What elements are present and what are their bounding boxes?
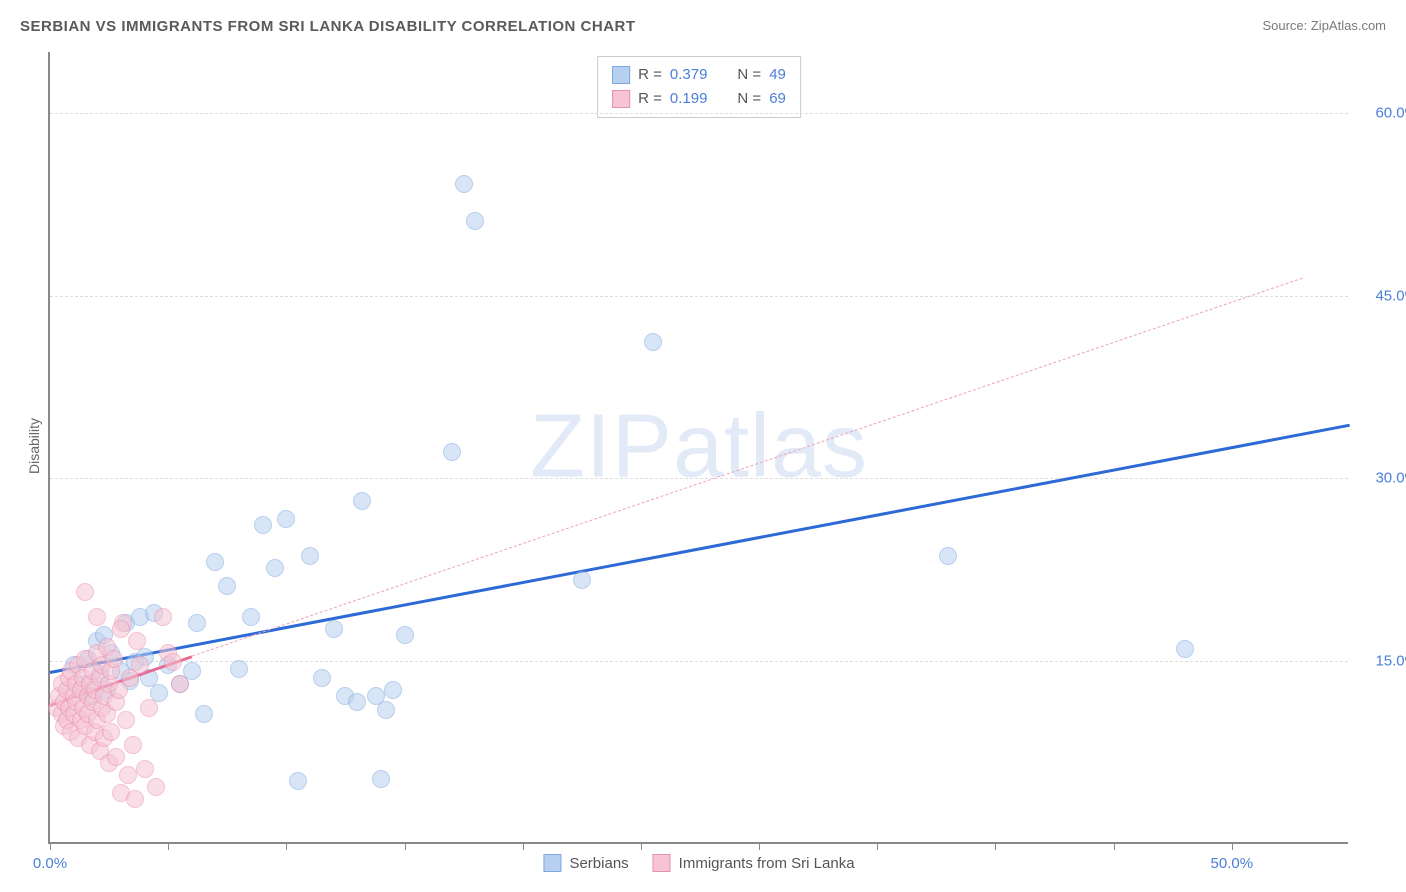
legend-stat-row: R = 0.379 N = 49 <box>612 63 786 87</box>
x-tick <box>286 842 287 850</box>
data-point <box>313 669 331 687</box>
x-tick <box>1114 842 1115 850</box>
legend-n-value: 49 <box>769 63 786 87</box>
x-tick <box>641 842 642 850</box>
legend-swatch <box>612 66 630 84</box>
legend-r-value: 0.199 <box>670 87 708 111</box>
data-point <box>377 701 395 719</box>
data-point <box>396 626 414 644</box>
x-tick <box>168 842 169 850</box>
x-tick <box>759 842 760 850</box>
data-point <box>126 790 144 808</box>
y-axis-label: Disability <box>26 418 42 474</box>
data-point <box>188 614 206 632</box>
legend-statistics: R = 0.379 N = 49 R = 0.199 N = 69 <box>597 56 801 118</box>
data-point <box>128 632 146 650</box>
legend-swatch <box>543 854 561 872</box>
legend-stat-row: R = 0.199 N = 69 <box>612 87 786 111</box>
data-point <box>164 653 182 671</box>
data-point <box>301 547 319 565</box>
data-point <box>1176 640 1194 658</box>
data-point <box>254 516 272 534</box>
y-tick-label: 60.0% <box>1375 104 1406 121</box>
x-tick <box>877 842 878 850</box>
data-point <box>195 705 213 723</box>
x-tick <box>405 842 406 850</box>
legend-series-label: Serbians <box>569 855 628 872</box>
data-point <box>325 620 343 638</box>
data-point <box>466 212 484 230</box>
data-point <box>218 577 236 595</box>
data-point <box>147 778 165 796</box>
data-point <box>102 723 120 741</box>
data-point <box>266 559 284 577</box>
data-point <box>443 443 461 461</box>
x-tick <box>50 842 51 850</box>
legend-swatch <box>612 90 630 108</box>
y-tick-label: 30.0% <box>1375 470 1406 487</box>
legend-series-item: Immigrants from Sri Lanka <box>653 854 855 872</box>
legend-series: Serbians Immigrants from Sri Lanka <box>543 854 854 872</box>
watermark-zip: ZIP <box>530 397 673 497</box>
data-point <box>289 772 307 790</box>
x-tick-label: 50.0% <box>1211 855 1254 872</box>
trend-line <box>50 277 1303 704</box>
data-point <box>112 620 130 638</box>
data-point <box>131 656 149 674</box>
data-point <box>277 510 295 528</box>
data-point <box>230 660 248 678</box>
data-point <box>107 748 125 766</box>
data-point <box>136 760 154 778</box>
data-point <box>455 175 473 193</box>
chart-title: SERBIAN VS IMMIGRANTS FROM SRI LANKA DIS… <box>20 18 636 35</box>
y-tick-label: 15.0% <box>1375 653 1406 670</box>
legend-n-value: 69 <box>769 87 786 111</box>
x-tick <box>1232 842 1233 850</box>
x-tick <box>523 842 524 850</box>
gridline <box>50 478 1348 479</box>
data-point <box>76 583 94 601</box>
gridline <box>50 296 1348 297</box>
data-point <box>117 711 135 729</box>
x-tick-label: 0.0% <box>33 855 67 872</box>
data-point <box>353 492 371 510</box>
legend-n-label: N = <box>737 63 761 87</box>
source-attribution: Source: ZipAtlas.com <box>1262 18 1386 33</box>
data-point <box>242 608 260 626</box>
data-point <box>105 650 123 668</box>
data-point <box>119 766 137 784</box>
y-tick-label: 45.0% <box>1375 287 1406 304</box>
data-point <box>348 693 366 711</box>
data-point <box>372 770 390 788</box>
legend-n-label: N = <box>737 87 761 111</box>
data-point <box>124 736 142 754</box>
legend-r-label: R = <box>638 87 662 111</box>
data-point <box>171 675 189 693</box>
legend-swatch <box>653 854 671 872</box>
legend-series-label: Immigrants from Sri Lanka <box>679 855 855 872</box>
data-point <box>384 681 402 699</box>
plot-area: ZIPatlas R =0.379N =49R =0.199N =69 Serb… <box>48 52 1348 844</box>
data-point <box>939 547 957 565</box>
gridline <box>50 113 1348 114</box>
legend-r-value: 0.379 <box>670 63 708 87</box>
data-point <box>140 699 158 717</box>
legend-series-item: Serbians <box>543 854 628 872</box>
legend-r-label: R = <box>638 63 662 87</box>
data-point <box>88 608 106 626</box>
data-point <box>206 553 224 571</box>
data-point <box>154 608 172 626</box>
x-tick <box>995 842 996 850</box>
data-point <box>573 571 591 589</box>
data-point <box>644 333 662 351</box>
